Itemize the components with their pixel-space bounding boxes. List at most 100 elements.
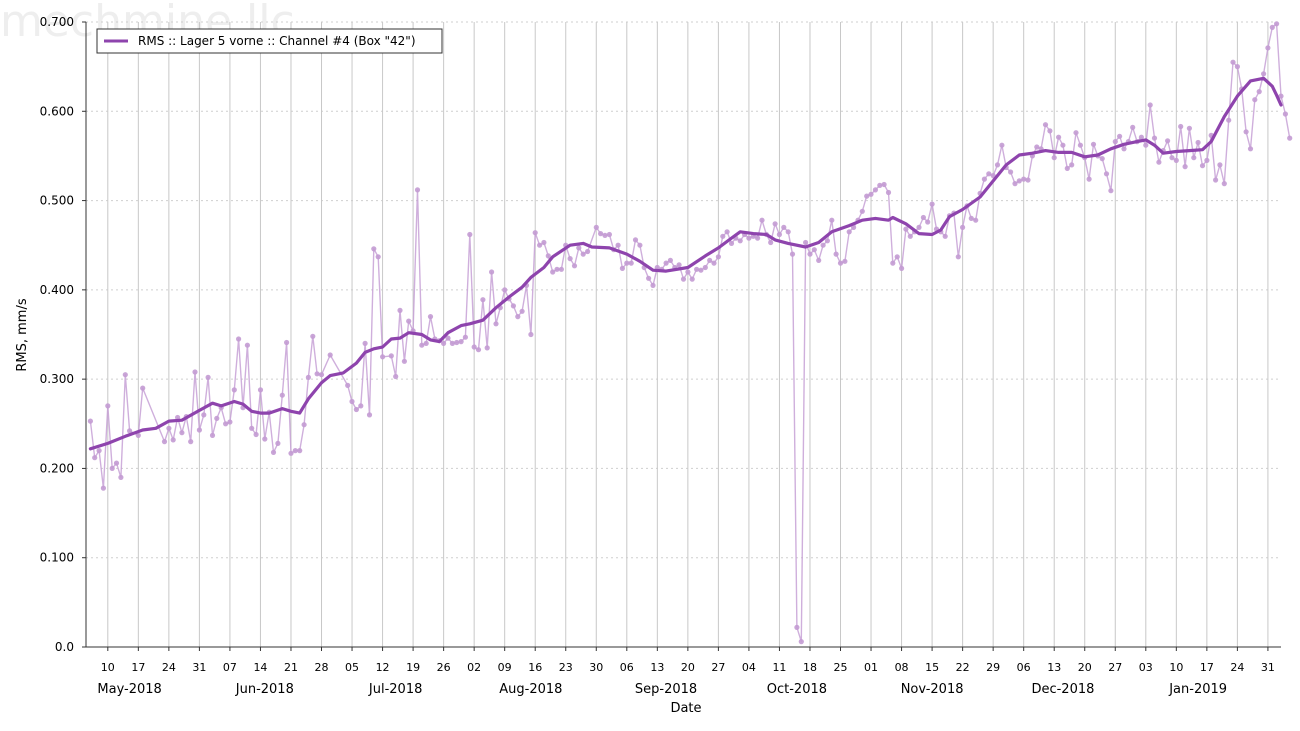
raw-data-point <box>1252 97 1258 103</box>
x-day-label: 15 <box>925 661 939 674</box>
raw-data-point <box>1213 177 1219 183</box>
raw-data-point <box>646 275 652 281</box>
x-day-label: 17 <box>131 661 145 674</box>
raw-data-point <box>602 232 608 238</box>
x-day-label: 20 <box>681 661 695 674</box>
raw-data-point <box>253 431 259 438</box>
raw-data-point <box>894 254 900 260</box>
raw-data-point <box>1274 21 1280 27</box>
raw-data-point <box>537 242 543 248</box>
raw-data-point <box>1199 163 1206 169</box>
y-tick-label: 0.700 <box>40 15 74 29</box>
raw-data-point <box>903 226 909 232</box>
raw-data-point <box>118 474 124 480</box>
raw-data-point <box>445 335 451 341</box>
raw-data-point <box>1217 162 1223 168</box>
raw-data-point <box>427 314 434 320</box>
raw-data-point <box>1269 24 1275 30</box>
raw-data-point <box>1256 89 1262 95</box>
x-day-label: 28 <box>315 661 329 674</box>
raw-data-point <box>1121 146 1127 152</box>
raw-data-point <box>580 251 586 257</box>
x-day-label: 08 <box>895 661 909 674</box>
raw-data-point <box>236 336 242 342</box>
x-day-label: 06 <box>620 661 634 674</box>
raw-data-point <box>188 439 194 445</box>
raw-data-point <box>209 432 216 438</box>
x-month-label: Sep-2018 <box>635 682 697 697</box>
raw-data-point <box>737 238 743 244</box>
raw-data-point <box>1169 155 1175 161</box>
y-tick-label: 0.600 <box>40 104 74 118</box>
raw-data-point <box>175 414 181 421</box>
raw-data-point <box>362 340 368 346</box>
raw-data-point <box>846 229 852 235</box>
raw-data-point <box>1234 64 1240 70</box>
raw-data-point <box>851 224 857 230</box>
raw-data-point <box>558 266 565 272</box>
smoothed-series <box>88 76 1283 451</box>
raw-data-point <box>349 398 355 405</box>
raw-data-point <box>1191 155 1197 161</box>
raw-data-point <box>807 251 813 257</box>
raw-data-point <box>541 239 547 246</box>
raw-data-point <box>401 358 407 364</box>
raw-data-point <box>1282 111 1288 117</box>
x-day-label: 01 <box>864 661 878 674</box>
raw-data-point <box>519 308 525 314</box>
raw-data-point <box>231 387 237 393</box>
x-day-label: 12 <box>376 661 390 674</box>
raw-data-point <box>109 465 115 471</box>
raw-data-point <box>467 231 473 238</box>
raw-data-point <box>785 229 791 235</box>
raw-data-point <box>1226 117 1232 123</box>
raw-data-point <box>698 267 704 273</box>
y-tick-label: 0.400 <box>40 283 74 297</box>
x-day-label: 04 <box>742 661 756 674</box>
x-day-label: 13 <box>650 661 664 674</box>
raw-data-point <box>1099 156 1105 162</box>
raw-data-point <box>100 485 106 491</box>
raw-data-point <box>244 342 250 348</box>
raw-data-point <box>1195 139 1201 146</box>
raw-data-point <box>650 282 656 288</box>
raw-data-point <box>1165 138 1171 144</box>
x-month-label: Dec-2018 <box>1031 682 1094 697</box>
raw-data-point <box>615 242 621 248</box>
y-tick-label: 0.300 <box>40 372 74 386</box>
raw-data-point <box>475 347 482 353</box>
raw-data-point <box>166 425 172 431</box>
raw-data-point <box>371 246 377 252</box>
raw-data-point <box>837 260 844 266</box>
raw-data-point <box>816 257 822 263</box>
raw-data-point <box>489 269 495 275</box>
x-day-label: 27 <box>1108 661 1122 674</box>
x-day-label: 31 <box>192 661 206 674</box>
raw-data-point <box>907 233 913 239</box>
grid <box>86 21 1281 648</box>
raw-data-point <box>510 303 516 309</box>
raw-data-point <box>916 224 922 230</box>
raw-data-point <box>632 237 639 243</box>
raw-data-point <box>388 353 394 359</box>
x-axis: 10 17 24 31 07 14 21 28 05 12 19 26 02 09 16 23 30 06 13 20… <box>97 647 1275 697</box>
raw-data-point <box>1034 144 1040 150</box>
raw-data-point <box>768 239 774 246</box>
raw-data-point <box>1086 176 1092 182</box>
x-day-label: 24 <box>1230 661 1244 674</box>
x-day-label: 06 <box>1017 661 1031 674</box>
raw-data-point <box>528 331 534 338</box>
raw-data-point <box>973 217 979 223</box>
x-day-label: 10 <box>1169 661 1183 674</box>
raw-data-point <box>1077 142 1083 148</box>
raw-data-point <box>380 354 386 360</box>
raw-data-point <box>393 373 399 380</box>
raw-data-point <box>1204 157 1210 163</box>
legend-box <box>96 28 443 54</box>
raw-data-point <box>1265 45 1271 51</box>
raw-data-point <box>728 240 735 246</box>
raw-data-point <box>864 193 870 199</box>
raw-data-point <box>702 264 708 271</box>
raw-data-point <box>1073 130 1079 136</box>
